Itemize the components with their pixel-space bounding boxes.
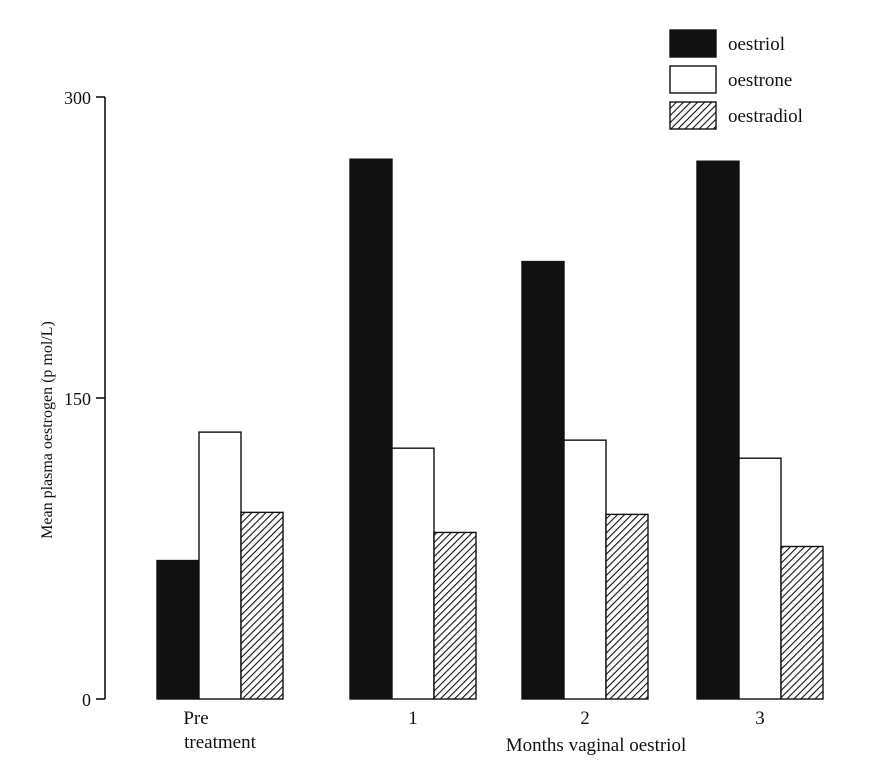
bar-oestriol-3 bbox=[696, 160, 740, 700]
x-category-label: treatment bbox=[184, 732, 256, 753]
bar-oestrone-3 bbox=[738, 457, 782, 700]
bar-oestrone-1 bbox=[391, 447, 435, 700]
legend-label-oestradiol: oestradiol bbox=[728, 106, 803, 127]
y-axis-label: Mean plasma oestrogen (p mol/L) bbox=[39, 321, 56, 539]
bar-oestradiol-0 bbox=[240, 511, 284, 700]
y-tick-label: 0 bbox=[82, 690, 91, 710]
bar-oestrone-2 bbox=[563, 439, 607, 700]
bar-oestriol-2 bbox=[521, 260, 565, 700]
bar-oestradiol-2 bbox=[605, 513, 649, 700]
bar-oestriol-0 bbox=[156, 559, 200, 700]
x-category-label: 1 bbox=[408, 708, 418, 729]
x-category-label: Pre bbox=[183, 708, 208, 729]
bar-oestrone-0 bbox=[198, 431, 242, 700]
bar-oestriol-1 bbox=[349, 158, 393, 700]
legend-label-oestriol: oestriol bbox=[728, 34, 785, 55]
legend-swatch-oestrone bbox=[669, 65, 717, 94]
y-axis-ticks: 0 150 300 bbox=[64, 88, 105, 710]
bar-oestradiol-3 bbox=[780, 545, 824, 700]
legend-label-oestrone: oestrone bbox=[728, 70, 792, 91]
legend-swatch-oestradiol bbox=[669, 101, 717, 130]
y-tick-label: 150 bbox=[64, 389, 91, 409]
legend: oestriol oestrone oestradiol bbox=[669, 29, 803, 130]
legend-swatch-oestriol bbox=[669, 29, 717, 58]
x-category-labels: Pre treatment 1 2 3 bbox=[183, 708, 764, 753]
x-axis-label: Months vaginal oestriol bbox=[506, 735, 686, 756]
x-category-label: 2 bbox=[580, 708, 590, 729]
bar-oestradiol-1 bbox=[433, 531, 477, 700]
y-tick-label: 300 bbox=[64, 88, 91, 108]
bars-group bbox=[156, 158, 824, 700]
x-category-label: 3 bbox=[755, 708, 765, 729]
